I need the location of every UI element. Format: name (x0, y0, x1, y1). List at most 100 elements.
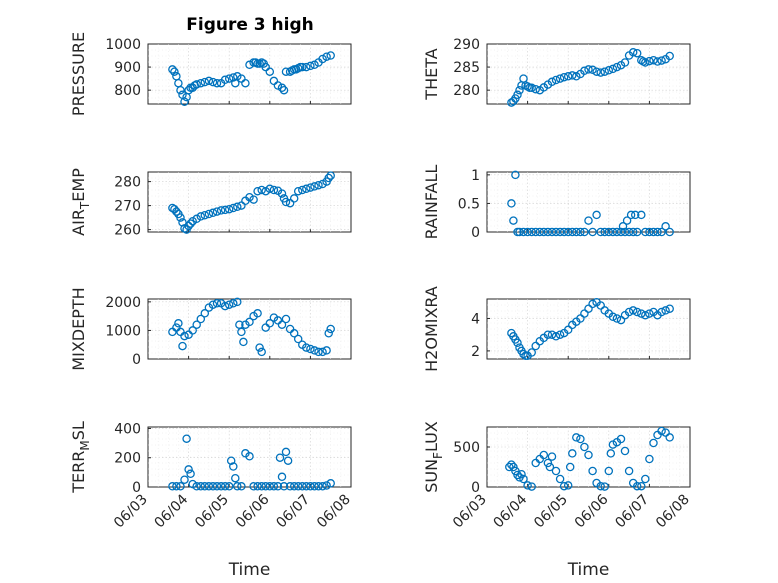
data-point (531, 341, 540, 351)
panel-pressure: 800 900 1000 PRESSURE (69, 32, 352, 116)
data-point (608, 64, 618, 74)
y-axis-label: RAINFALL (422, 165, 441, 240)
y-tick-label: 1000 (105, 37, 141, 53)
x-axis-label: Time (567, 560, 610, 580)
data-point (293, 186, 303, 196)
data-point (645, 309, 654, 318)
data-point (208, 300, 218, 309)
data-point (632, 227, 642, 237)
data-point (306, 61, 315, 71)
data-point (281, 314, 291, 324)
x-axis-label: Time (228, 560, 271, 580)
data-point (178, 341, 187, 351)
data-point (563, 72, 573, 81)
data-point (302, 184, 311, 194)
y-axis-label: PRESSURE (69, 32, 88, 116)
data-point (628, 48, 638, 57)
data-point (604, 66, 614, 75)
data-point (632, 481, 642, 491)
data-point (588, 227, 597, 237)
data-point (630, 210, 640, 220)
data-point (310, 346, 319, 355)
x-tick-label: 06/07 (612, 492, 652, 532)
data-point (645, 454, 654, 464)
data-point (620, 227, 630, 237)
data-point (632, 307, 642, 317)
data-point (580, 227, 589, 237)
data-point (200, 309, 210, 318)
y-axis-label-tail: LUX (422, 421, 441, 452)
data-point (269, 482, 279, 491)
data-point (196, 314, 206, 324)
data-point (220, 301, 230, 311)
data-point (265, 67, 275, 76)
data-point (289, 329, 299, 338)
data-point (584, 65, 593, 74)
data-point (653, 57, 662, 66)
data-point (216, 482, 226, 491)
data-point (326, 324, 335, 334)
data-point (204, 76, 214, 86)
y-axis-label: MIXDEPTH (69, 287, 88, 370)
data-point (322, 52, 331, 61)
data-point (551, 332, 561, 341)
data-point (527, 227, 536, 237)
data-point (170, 67, 179, 76)
data-point (314, 482, 323, 491)
data-point (318, 482, 327, 491)
y-tick-label: 2 (471, 344, 480, 360)
data-point (580, 442, 589, 452)
data-point (293, 482, 303, 491)
data-point (261, 482, 270, 491)
data-point (608, 227, 618, 237)
data-point (279, 85, 289, 95)
data-point (555, 227, 565, 237)
data-point (661, 428, 670, 437)
data-point (551, 227, 561, 237)
data-point (608, 312, 618, 322)
data-point (281, 197, 291, 207)
data-point (233, 297, 242, 307)
data-point (306, 344, 315, 354)
data-point (253, 482, 262, 491)
data-point (188, 326, 197, 335)
data-point (620, 58, 630, 67)
data-point (277, 472, 287, 482)
data-point (596, 227, 605, 237)
data-point (255, 343, 264, 352)
data-point (245, 317, 254, 327)
data-point (628, 306, 638, 315)
data-point (281, 67, 291, 76)
data-point (588, 65, 597, 75)
data-point (326, 171, 335, 180)
data-point (200, 77, 210, 87)
data-point (220, 482, 230, 491)
y-tick-label: 200 (114, 451, 141, 467)
data-point (592, 210, 601, 220)
data-point (200, 210, 210, 220)
data-point (645, 227, 654, 237)
data-point (204, 482, 214, 491)
data-point (624, 227, 634, 237)
data-point (224, 204, 234, 214)
figure-title: Figure 3 high (186, 15, 314, 35)
data-point (622, 216, 632, 225)
data-point (509, 216, 518, 225)
data-point (513, 338, 522, 348)
data-point (253, 186, 262, 196)
data-point (515, 85, 524, 95)
data-point (196, 212, 206, 221)
data-point (515, 227, 524, 237)
data-point (559, 72, 569, 82)
data-point (517, 469, 526, 479)
data-point (657, 426, 666, 436)
data-point (632, 48, 642, 58)
data-point (505, 462, 514, 472)
x-tick-label: 06/03 (111, 492, 151, 532)
data-point (576, 227, 585, 237)
data-point (224, 74, 234, 83)
data-point (314, 180, 323, 190)
y-tick-label: 0 (132, 480, 141, 496)
data-point (224, 482, 234, 491)
x-tick-label: 06/06 (572, 491, 612, 531)
